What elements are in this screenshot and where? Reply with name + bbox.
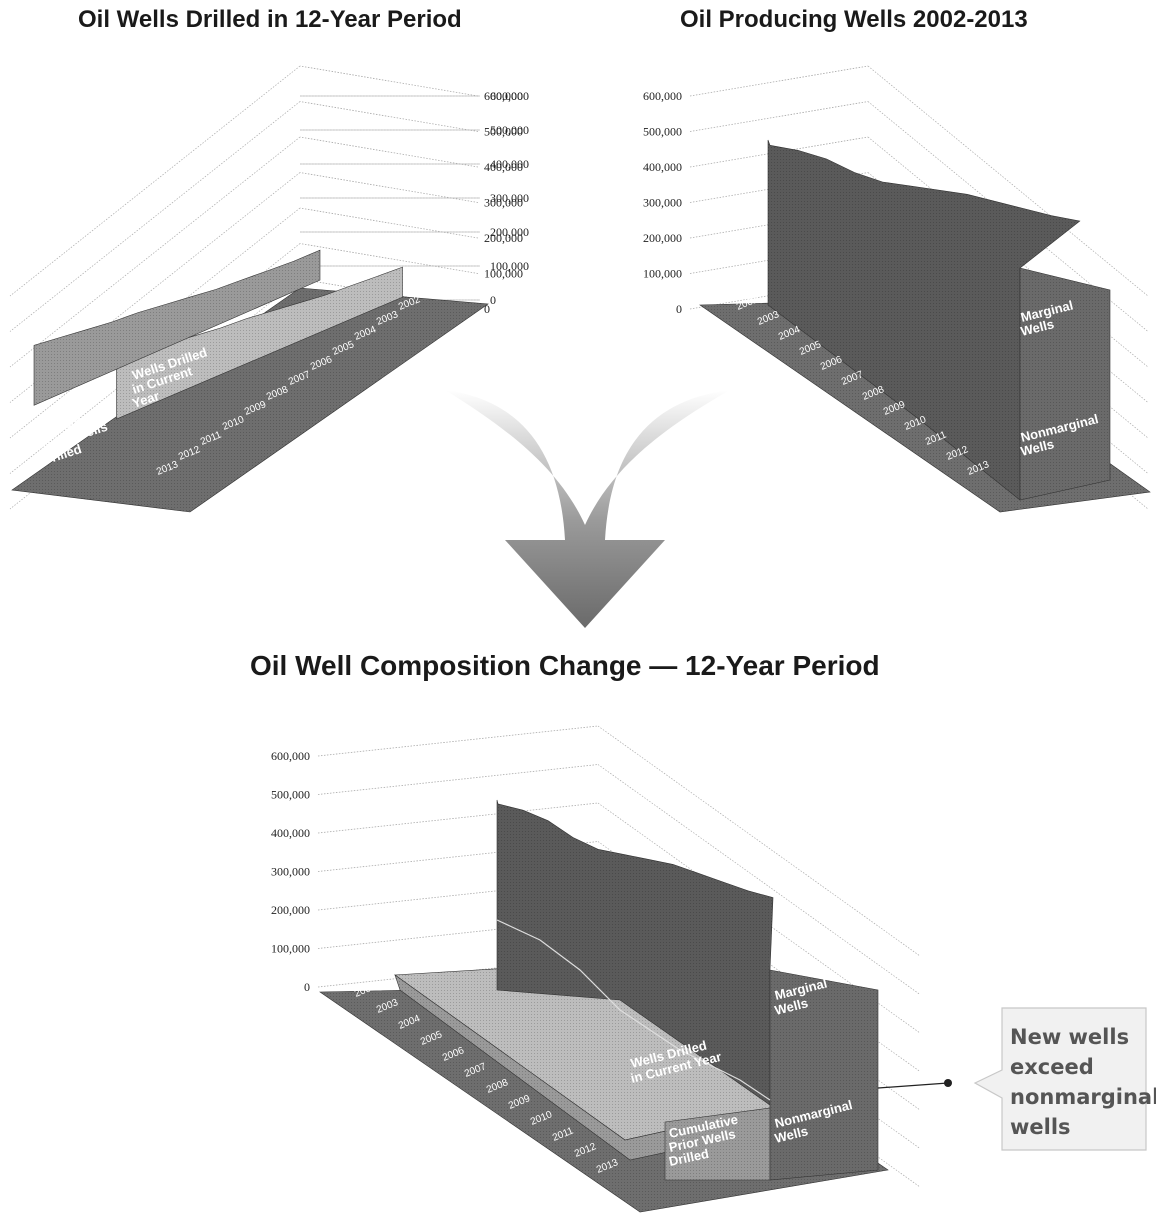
composition-divider-line [496,919,771,1101]
callout-leader [877,1082,949,1089]
composition-ytick: 200,000 [271,903,310,917]
composition-gridline [317,802,599,834]
producing-ytick: 100,000 [643,267,682,281]
drilled-ytick: 500,000 [490,123,529,137]
producing-ytick: 200,000 [643,231,682,245]
callout-text: nonmarginal [1010,1085,1156,1109]
callout-box [973,1007,1147,1151]
drilled-ytick: 100,000 [490,259,529,273]
drilled-ytick: 200,000 [484,231,523,245]
merge-arrow-icon [445,390,730,628]
composition-side-cap-texture [770,970,878,1180]
composition-ytick: 600,000 [271,749,310,763]
drilled-gridline [299,65,479,97]
drilled-ytick: 100,000 [484,267,523,281]
drilled-ytick: 200,000 [490,225,529,239]
producing-ytick: 600,000 [643,89,682,103]
producing-marginal-area-texture [768,140,1080,500]
drilled-gridline [299,243,479,274]
drilled-ytick: 600,000 [490,89,529,103]
composition-ytick: 500,000 [271,788,310,802]
producing-gridline [689,65,869,97]
drilled-floor-texture [12,288,488,512]
composition-ytick: 100,000 [271,942,310,956]
drilled-ytick: 400,000 [484,160,523,174]
drilled-gridline [299,207,479,239]
composition-marginal-area-texture [497,800,773,1105]
producing-side-cap-texture [1020,268,1110,500]
drilled-sidegrid [9,65,301,297]
chart-title-producing: Oil Producing Wells 2002-2013 [680,6,1028,33]
drilled-ytick: 400,000 [490,157,529,171]
callout-text: New wells [1010,1025,1129,1049]
drilled-ytick: 500,000 [484,125,523,139]
producing-ytick: 500,000 [643,125,682,139]
drilled-ytick: 600,000 [484,89,523,103]
drilled-gridline [299,101,479,132]
producing-gridline [689,101,869,132]
composition-ytick: 400,000 [271,826,310,840]
drilled-ytick: 0 [484,302,490,316]
drilled-cumulative-area-texture [34,250,320,406]
composition-ytick: 0 [304,980,310,994]
producing-sidegrid [867,65,1149,297]
composition-cumulative-cap-texture [665,1108,770,1180]
chart-title-drilled: Oil Wells Drilled in 12-Year Period [78,6,462,33]
producing-ytick: 300,000 [643,196,682,210]
producing-ytick: 0 [676,302,682,316]
callout-dot [944,1079,952,1087]
drilled-ytick: 300,000 [484,196,523,210]
drilled-gridline [299,136,479,168]
drilled-ytick: 300,000 [490,191,529,205]
composition-gridline [317,764,599,795]
composition-ytick: 300,000 [271,865,310,879]
callout-text: exceed [1010,1055,1094,1079]
drilled-gridline [299,172,479,203]
callout-text: wells [1010,1115,1071,1139]
drilled-ytick: 0 [490,293,496,307]
drilled-current-area-texture [116,267,403,419]
composition-gridline [317,725,599,757]
composition-cumulative-area-texture [395,975,770,1160]
marks-layer [11,139,1151,1213]
composition-current-area-texture [395,965,770,1140]
producing-ytick: 400,000 [643,160,682,174]
chart-title-composition: Oil Well Composition Change — 12-Year Pe… [250,650,880,681]
